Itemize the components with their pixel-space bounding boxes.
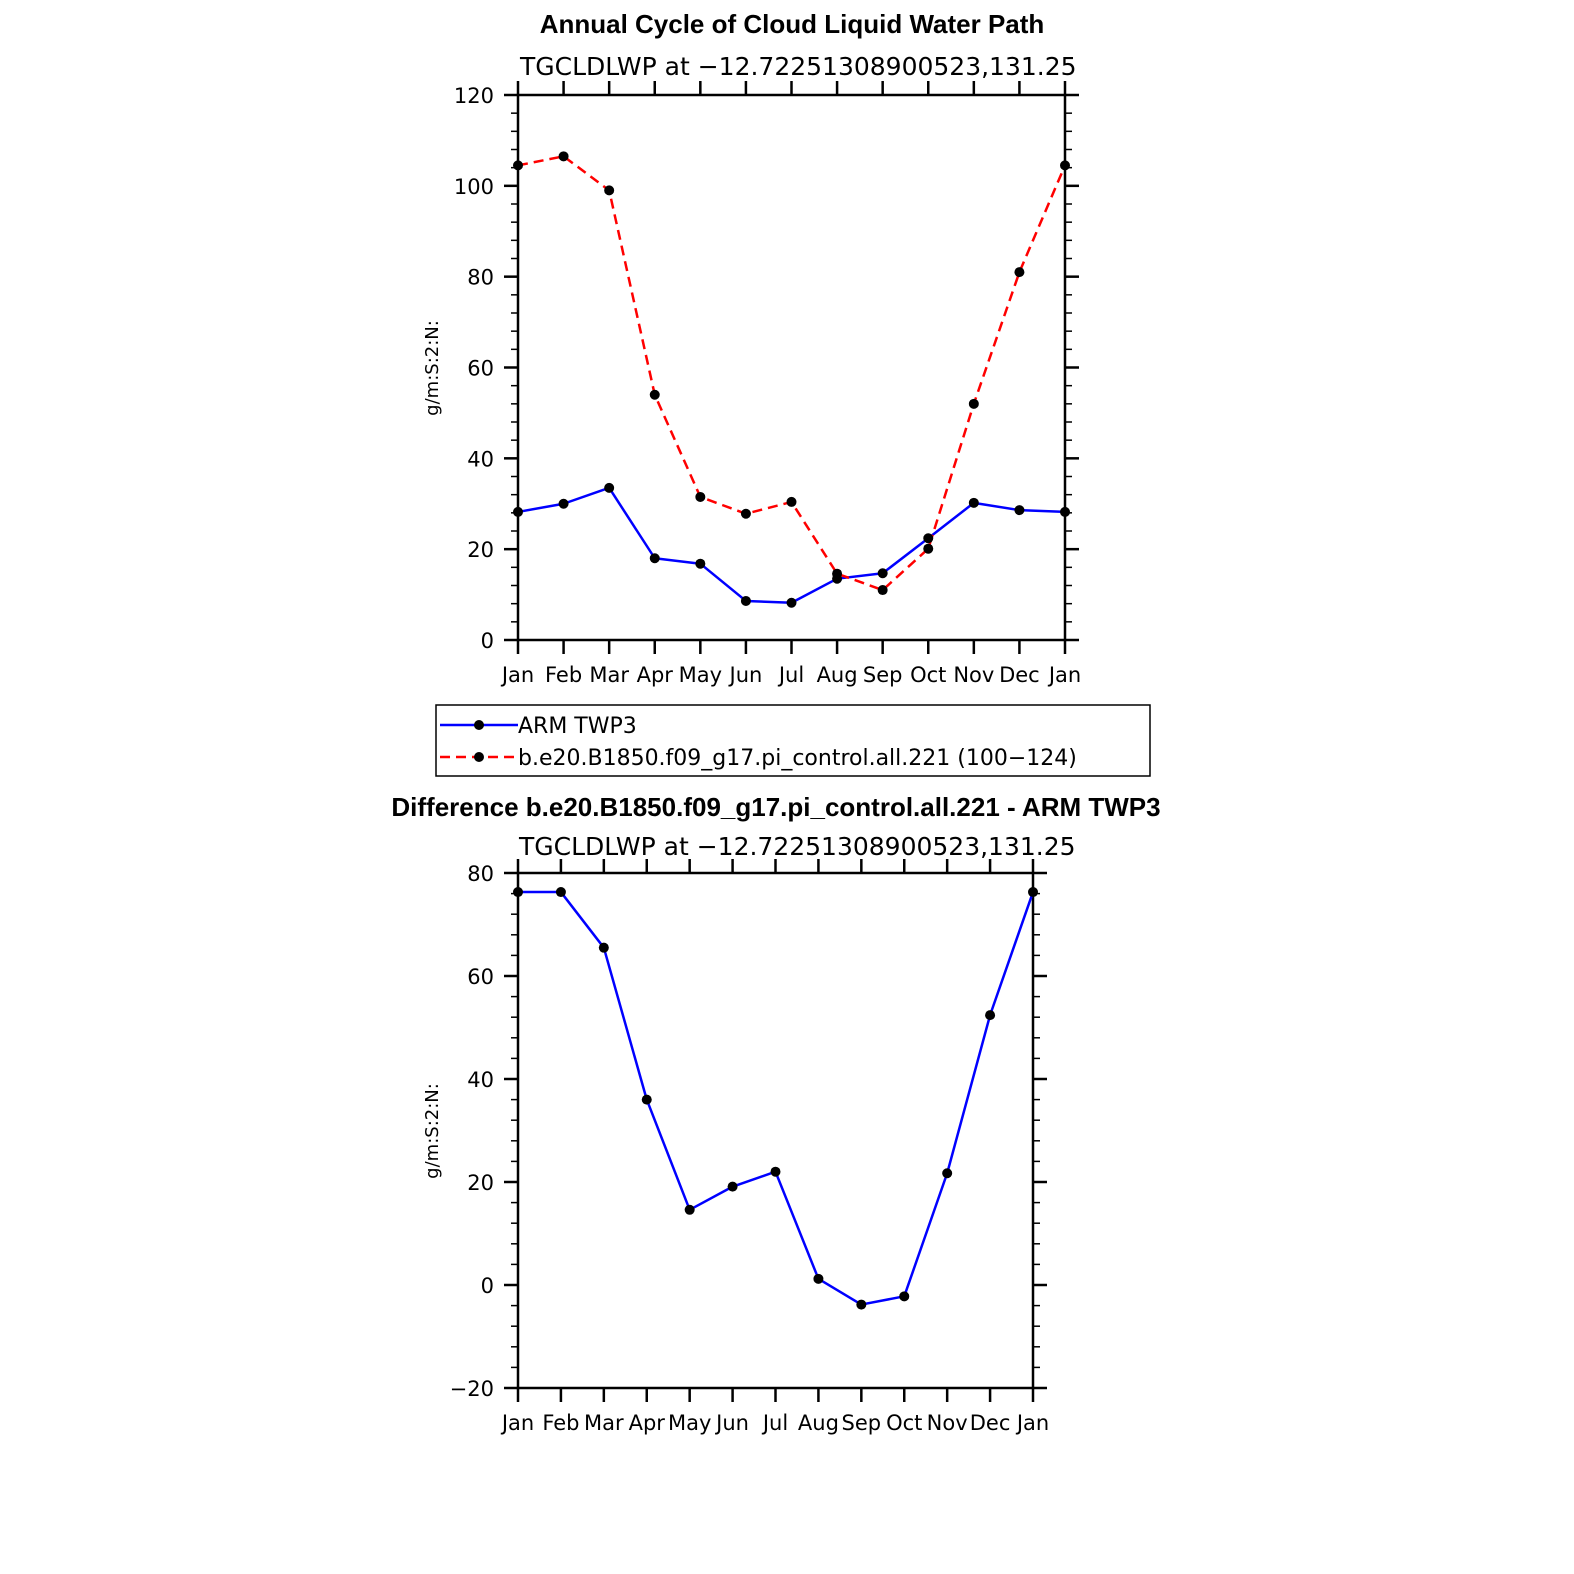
chart2-series-1-point — [641, 1094, 652, 1105]
chart1-title: Annual Cycle of Cloud Liquid Water Path — [540, 9, 1045, 39]
chart1-y-tick-label: 120 — [454, 84, 494, 108]
chart2-x-tick-label: Mar — [584, 1411, 624, 1435]
chart1-x-tick-label: Jul — [777, 663, 804, 687]
chart1-y-tick-label: 60 — [467, 357, 494, 381]
chart1-subtitle: TGCLDLWP at −12.72251308900523,131.25 — [519, 52, 1077, 81]
chart2-x-tick-label: Jun — [714, 1411, 749, 1435]
chart1-series-1-point — [740, 595, 751, 606]
chart1-plot-frame — [516, 93, 1067, 642]
legend-label-series-1: ARM TWP3 — [518, 714, 637, 739]
chart1-series-2-point — [740, 508, 751, 519]
chart1-series-2-point — [695, 491, 706, 502]
chart1-series-1-point — [786, 597, 797, 608]
chart2-y-tick-label: 60 — [467, 965, 494, 989]
chart1-series-1-point — [558, 498, 569, 509]
chart2-x-tick-label: Aug — [798, 1411, 839, 1435]
legend-marker-series-1 — [474, 720, 484, 730]
chart1-series-2-point — [513, 160, 523, 171]
chart1-y-tick-label: 0 — [481, 629, 494, 653]
chart2-subtitle: TGCLDLWP at −12.72251308900523,131.25 — [518, 832, 1076, 861]
chart2-y-tick-label: 20 — [467, 1171, 494, 1195]
chart2-x-tick-label: Sep — [842, 1411, 882, 1435]
chart1-series-2-point — [923, 543, 934, 554]
chart1-x-tick-label: Oct — [910, 663, 946, 687]
chart2-series-1-point — [1028, 887, 1038, 898]
chart1-series-1-point — [649, 553, 660, 564]
chart1-series-1-point — [968, 497, 979, 508]
chart2-x-tick-label: Dec — [970, 1411, 1011, 1435]
chart1-y-axis-label: g/m:S:2:N: — [422, 320, 443, 416]
chart1-x-tick-label: Aug — [817, 663, 858, 687]
chart1-series-1-point — [695, 558, 706, 569]
chart1-series-2-point — [558, 151, 569, 162]
chart1-x-tick-label: Jun — [728, 663, 763, 687]
chart1-series-2-point — [604, 185, 615, 196]
chart1-series-2-point — [832, 568, 843, 579]
chart1-x-tick-label: Feb — [545, 663, 582, 687]
chart2-series-1-point — [899, 1291, 910, 1302]
chart1-y-tick-label: 80 — [467, 266, 494, 290]
chart2-series-1-point — [727, 1181, 738, 1192]
chart2-series-1-point — [856, 1299, 867, 1310]
legend-marker-series-2 — [474, 752, 484, 762]
chart2-series-1-line — [518, 890, 1035, 1306]
chart1-x-tick-label: Sep — [863, 663, 903, 687]
chart2-x-tick-label: Jan — [1015, 1411, 1049, 1435]
chart1-x-tick-label: May — [679, 663, 722, 687]
chart2-x-tick-label: Nov — [927, 1411, 968, 1435]
chart2-y-tick-label: 80 — [467, 862, 494, 886]
chart2-series-1-point — [513, 887, 523, 898]
chart1-x-tick-label: Nov — [953, 663, 994, 687]
chart1-series-2-point — [877, 585, 888, 596]
chart2-y-axis-label: g/m:S:2:N: — [422, 1083, 443, 1179]
chart2-series-1-point — [555, 887, 566, 898]
chart2-title: Difference b.e20.B1850.f09_g17.pi_contro… — [391, 792, 1160, 822]
chart2-x-tick-label: Feb — [542, 1411, 579, 1435]
chart1-series-2-line — [517, 155, 1067, 592]
chart2-plot-frame — [516, 871, 1035, 1390]
chart1-legend: ARM TWP3 b.e20.B1850.f09_g17.pi_control.… — [435, 704, 1151, 777]
chart2-y-tick-label: −20 — [450, 1377, 494, 1401]
chart1-series-2-point — [968, 398, 979, 409]
chart2-y-tick-label: 0 — [481, 1274, 494, 1298]
chart1-series-1-point — [877, 568, 888, 579]
chart1-series-2-point — [1060, 160, 1070, 171]
chart2-series-1-point — [684, 1204, 695, 1215]
chart2-series-1-point — [813, 1273, 824, 1284]
chart2-x-tick-label: Jan — [500, 1411, 534, 1435]
chart1-series-1-point — [1060, 506, 1070, 517]
chart1-y-tick-label: 100 — [454, 175, 494, 199]
chart1-series-1-point — [513, 506, 523, 517]
chart2-x-tick-label: May — [668, 1411, 711, 1435]
chart2-series-1-point — [985, 1010, 996, 1021]
chart2-series-1-point — [598, 942, 609, 953]
chart1-series-2-point — [649, 389, 660, 400]
chart1-x-tick-label: Dec — [999, 663, 1040, 687]
chart1-y-tick-label: 20 — [467, 538, 494, 562]
chart1-series-2-point — [786, 496, 797, 507]
chart1-x-tick-label: Jan — [1047, 663, 1081, 687]
chart2-series-1-point — [942, 1168, 953, 1179]
chart1-plot: Jan Feb Mar Apr May Jun Jul Aug Sep Oct Nov Dec Jan0… — [454, 81, 1081, 687]
chart2-y-tick-label: 40 — [467, 1068, 494, 1092]
chart2-x-tick-label: Apr — [629, 1411, 666, 1435]
chart2-plot: Jan Feb Mar Apr May Jun Jul Aug Sep Oct Nov Dec Jan−… — [450, 859, 1049, 1435]
chart1-x-tick-label: Mar — [589, 663, 629, 687]
chart1-series-1-point — [1014, 505, 1025, 516]
chart2-x-tick-label: Jul — [761, 1411, 788, 1435]
chart1-series-1-point — [604, 482, 615, 493]
chart1-series-1-point — [923, 533, 934, 544]
chart1-x-tick-label: Jan — [500, 663, 534, 687]
legend-label-series-2: b.e20.B1850.f09_g17.pi_control.all.221 (… — [518, 746, 1077, 771]
chart1-y-tick-label: 40 — [467, 447, 494, 471]
chart1-series-2-point — [1014, 267, 1025, 278]
legend-box — [435, 704, 1151, 777]
chart2-x-tick-label: Oct — [886, 1411, 922, 1435]
chart2-series-1-point — [770, 1166, 781, 1177]
chart1-x-tick-label: Apr — [637, 663, 674, 687]
